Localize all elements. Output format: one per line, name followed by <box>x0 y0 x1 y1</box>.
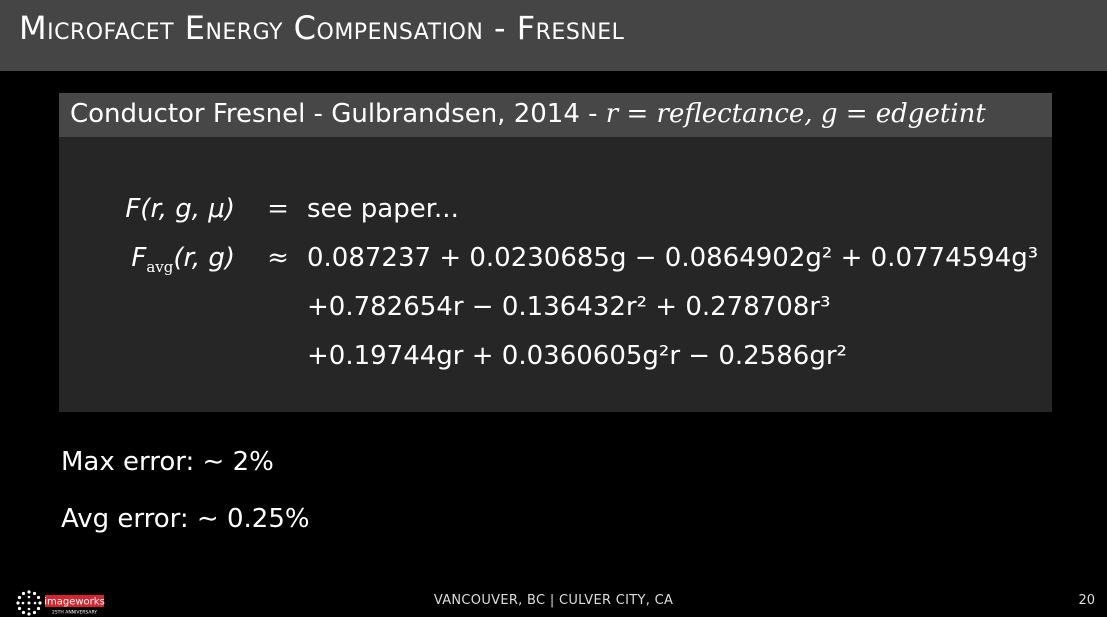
equation-row-1-lhs: F(r, g, μ) <box>125 194 235 224</box>
imageworks-logo: imageworks 25TH ANNIVERSARY <box>16 590 106 616</box>
equation-row-2-lhs-sub: avg <box>146 258 174 276</box>
imageworks-logo-icon: imageworks 25TH ANNIVERSARY <box>16 590 105 616</box>
footer: imageworks 25TH ANNIVERSARY VANCOUVER, B… <box>0 590 1107 617</box>
equation-row-1-rel: = <box>267 194 289 224</box>
block-title-math: r = reflectance, g = edgetint <box>605 99 986 129</box>
max-error-text: Max error: ∼ 2% <box>61 447 274 477</box>
slide-title: Microfacet Energy Compensation - Fresnel <box>19 9 625 47</box>
equation-row-2-lhs-main: F <box>131 243 147 273</box>
equation-row-2-lhs: Favg(r, g) <box>115 243 235 276</box>
avg-error-text: Avg error: ∼ 0.25% <box>61 504 310 534</box>
equation-row-2-rhs: 0.087237 + 0.0230685g − 0.0864902g² + 0.… <box>307 243 1039 273</box>
equation-block: Conductor Fresnel - Gulbrandsen, 2014 - … <box>59 93 1052 412</box>
equation-row-3: +0.782654r − 0.136432r² + 0.278708r³ <box>307 292 831 322</box>
footer-locations: VANCOUVER, BC | CULVER CITY, CA <box>433 593 674 608</box>
equation-row-1-rhs: see paper... <box>307 194 459 224</box>
block-header: Conductor Fresnel - Gulbrandsen, 2014 - … <box>59 93 1052 137</box>
equation-row-2-lhs-args: (r, g) <box>173 243 235 273</box>
page-number: 20 <box>1078 593 1095 608</box>
logo-wordmark: imageworks <box>44 597 105 608</box>
block-title: Conductor Fresnel - Gulbrandsen, 2014 - … <box>70 99 986 129</box>
block-title-text: Conductor Fresnel - Gulbrandsen, 2014 - <box>70 99 606 129</box>
title-bar: Microfacet Energy Compensation - Fresnel <box>0 0 1107 71</box>
logo-tagline: 25TH ANNIVERSARY <box>52 610 97 616</box>
equation-row-4: +0.19744gr + 0.0360605g²r − 0.2586gr² <box>307 341 847 371</box>
equation-row-2-rel: ≈ <box>267 243 289 273</box>
